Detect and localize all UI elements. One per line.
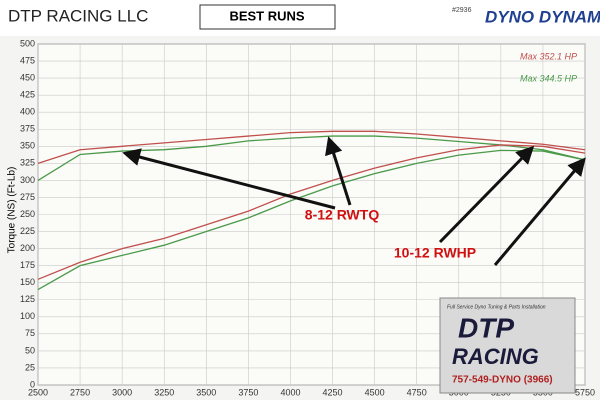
y-tick-label: 25 — [25, 362, 35, 372]
y-tick-label: 350 — [20, 141, 35, 151]
data-line — [37, 130, 586, 164]
arrow — [122, 148, 336, 210]
x-tick-label: 3000 — [112, 387, 132, 397]
x-tick-label: 3750 — [238, 387, 258, 397]
header-box-text: BEST RUNS — [229, 8, 304, 23]
y-tick-label: 425 — [20, 90, 35, 100]
logo-small: Full Service Dyno Tuning & Parts Install… — [447, 304, 546, 310]
x-tick-label: 4000 — [280, 387, 300, 397]
y-tick-label: 75 — [25, 328, 35, 338]
x-tick-label: 4250 — [323, 387, 343, 397]
y-tick-label: 150 — [20, 277, 35, 287]
data-line — [37, 149, 586, 291]
y-axis-label: Torque (NS) (Ft-Lb) — [7, 167, 18, 254]
logo-line2: RACING — [452, 344, 539, 369]
x-tick-label: 2500 — [28, 387, 48, 397]
header-box — [199, 4, 336, 30]
annotation: 10-12 RWHP — [394, 245, 476, 261]
x-tick-label: 5750 — [575, 387, 595, 397]
logo-box — [439, 297, 576, 394]
y-tick-label: 250 — [20, 209, 35, 219]
y-tick-label: 100 — [20, 311, 35, 321]
logo-phone: 757-549-DYNO (3966) — [452, 375, 553, 386]
header-logo: DYNO DYNAMI — [485, 7, 600, 26]
arrow — [325, 136, 352, 206]
y-tick-label: 300 — [20, 175, 35, 185]
y-tick-label: 225 — [20, 226, 35, 236]
y-tick-label: 375 — [20, 124, 35, 134]
y-tick-label: 475 — [20, 55, 35, 65]
header-number: #2936 — [452, 7, 472, 14]
y-tick-label: 125 — [20, 294, 35, 304]
arrow — [438, 145, 535, 244]
max-label: Max 344.5 HP — [520, 73, 577, 83]
header-title: DTP RACING LLC — [8, 6, 148, 25]
x-tick-label: 3500 — [196, 387, 216, 397]
y-tick-label: 325 — [20, 158, 35, 168]
annotation: 8-12 RWTQ — [305, 207, 380, 223]
x-tick-label: 4500 — [365, 387, 385, 397]
y-tick-label: 400 — [20, 107, 35, 117]
y-tick-label: 275 — [20, 192, 35, 202]
y-tick-label: 175 — [20, 260, 35, 270]
x-tick-label: 3250 — [154, 387, 174, 397]
x-tick-label: 2750 — [70, 387, 90, 397]
logo-line1: DTP — [458, 312, 514, 343]
arrow — [493, 157, 586, 266]
y-tick-label: 0 — [30, 379, 35, 389]
y-tick-label: 200 — [20, 243, 35, 253]
max-label: Max 352.1 HP — [520, 51, 577, 61]
x-tick-label: 4750 — [407, 387, 427, 397]
y-tick-label: 450 — [20, 72, 35, 82]
y-tick-label: 50 — [25, 345, 35, 355]
data-line — [37, 144, 586, 280]
y-tick-label: 500 — [20, 38, 35, 48]
